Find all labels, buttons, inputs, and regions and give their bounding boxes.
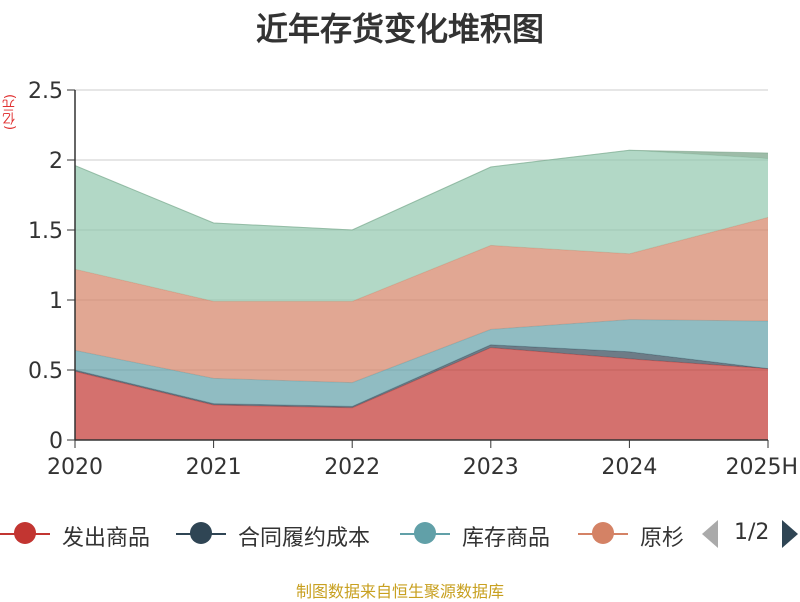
x-tick-label: 2023 [463, 455, 519, 480]
legend-page-indicator: 1/2 [734, 520, 770, 545]
area-series-1 [75, 344, 768, 408]
y-tick-label: 2 [49, 149, 63, 174]
legend-label: 合同履约成本 [238, 526, 371, 551]
area-series-2 [75, 319, 768, 407]
x-tick-label: 2022 [324, 455, 380, 480]
legend-next-page-icon[interactable] [782, 520, 798, 548]
legend-label: 原杉 [640, 526, 685, 551]
data-source-note: 制图数据来自恒生聚源数据库 [295, 582, 504, 601]
x-tick-label: 2024 [601, 455, 657, 480]
legend-dot [414, 522, 436, 544]
legend-pager: 1/2 [700, 514, 800, 554]
area-series-edge [74, 149, 769, 231]
legend-prev-page-icon[interactable] [702, 520, 718, 548]
area-series [74, 149, 769, 440]
area-series-0 [75, 347, 768, 440]
tick-labels: 0 0.5 1 1.5 2 2.5 2020 2021 2022 2023 2024 2025H [28, 79, 798, 480]
legend-label: 发出商品 [62, 526, 151, 551]
area-series-3 [75, 217, 768, 383]
y-tick-label: 0.5 [28, 359, 63, 384]
y-tick-label: 1.5 [28, 219, 63, 244]
legend-label: 库存商品 [462, 526, 551, 551]
y-tick-label: 2.5 [28, 79, 63, 104]
chart-title: 近年存货变化堆积图 [255, 10, 544, 48]
x-tick-label: 2021 [186, 455, 242, 480]
legend-dot [14, 522, 36, 544]
legend-dot [592, 522, 614, 544]
axes [67, 89, 769, 448]
y-tick-label: 0 [49, 429, 63, 454]
legend-dot [190, 522, 212, 544]
area-series-4 [75, 150, 768, 302]
legend: 发出商品 合同履约成本 库存商品 原杉 [0, 512, 800, 556]
x-tick-label: 2020 [47, 455, 103, 480]
x-tick-label: 2025H [725, 455, 798, 480]
y-tick-label: 1 [49, 289, 63, 314]
